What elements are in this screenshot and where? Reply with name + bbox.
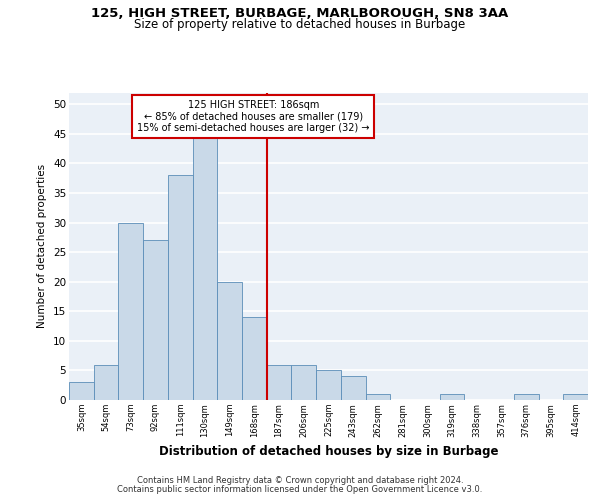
Bar — [217, 282, 242, 400]
Bar — [193, 134, 217, 400]
Bar — [143, 240, 168, 400]
Bar — [316, 370, 341, 400]
Text: 125, HIGH STREET, BURBAGE, MARLBOROUGH, SN8 3AA: 125, HIGH STREET, BURBAGE, MARLBOROUGH, … — [91, 7, 509, 20]
Bar — [242, 317, 267, 400]
Bar — [365, 394, 390, 400]
Text: 125 HIGH STREET: 186sqm
← 85% of detached houses are smaller (179)
15% of semi-d: 125 HIGH STREET: 186sqm ← 85% of detache… — [137, 100, 370, 134]
Bar — [267, 364, 292, 400]
Y-axis label: Number of detached properties: Number of detached properties — [37, 164, 47, 328]
Text: Size of property relative to detached houses in Burbage: Size of property relative to detached ho… — [134, 18, 466, 31]
Bar — [94, 364, 118, 400]
Bar — [341, 376, 365, 400]
Bar — [292, 364, 316, 400]
Bar — [514, 394, 539, 400]
Bar — [440, 394, 464, 400]
Bar — [168, 176, 193, 400]
Text: Contains HM Land Registry data © Crown copyright and database right 2024.: Contains HM Land Registry data © Crown c… — [137, 476, 463, 485]
Bar — [69, 382, 94, 400]
Text: Contains public sector information licensed under the Open Government Licence v3: Contains public sector information licen… — [118, 485, 482, 494]
Bar — [563, 394, 588, 400]
Bar — [118, 222, 143, 400]
X-axis label: Distribution of detached houses by size in Burbage: Distribution of detached houses by size … — [159, 445, 498, 458]
